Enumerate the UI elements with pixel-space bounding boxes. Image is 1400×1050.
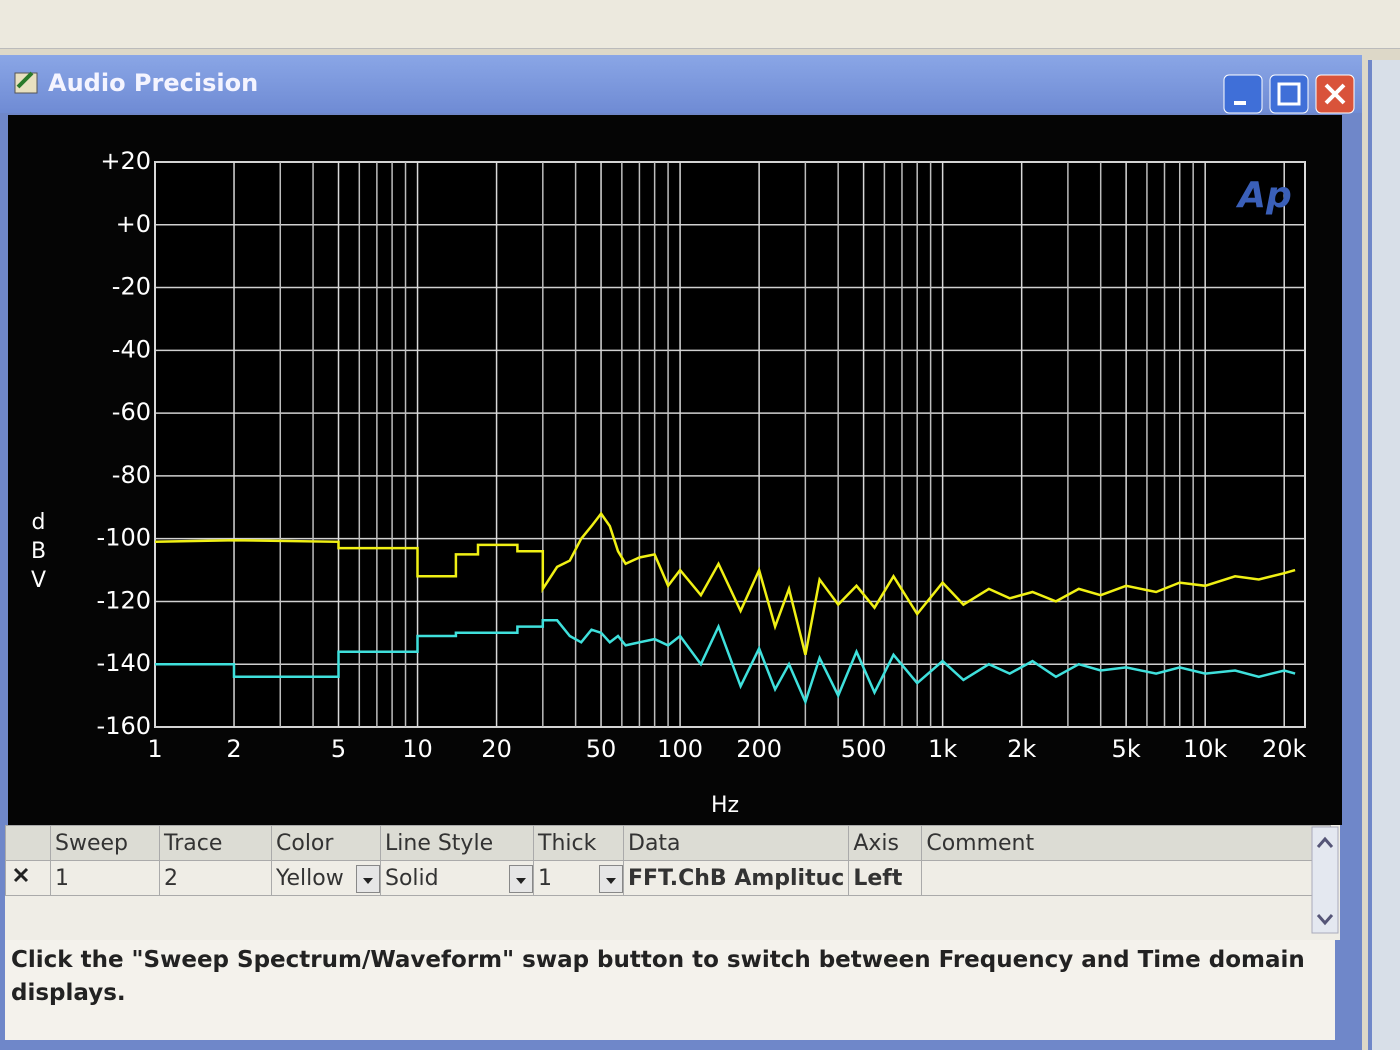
x-tick-label: 5k <box>1112 735 1141 763</box>
table-cell: Left <box>848 860 923 896</box>
table-cell[interactable]: 1 <box>533 860 624 896</box>
x-tick-label: 200 <box>736 735 782 763</box>
logo: Ap <box>1235 175 1292 216</box>
y-tick-label: -140 <box>97 649 151 677</box>
cell-text: Solid <box>385 865 439 891</box>
header-cell: Axis <box>848 825 923 861</box>
graph-panel: dBV +20 +0 -20 -40 -60 -80 -100 -120 -140 -160 1 2 5… <box>8 115 1342 825</box>
x-tick-label: 100 <box>657 735 703 763</box>
table-cell: 2 <box>159 860 272 896</box>
y-tick-label: -120 <box>97 586 151 614</box>
plot-area <box>154 161 1306 728</box>
cell-text: Yellow <box>276 865 344 891</box>
y-tick-label: -40 <box>112 335 151 363</box>
background-window <box>0 0 1400 49</box>
x-tick-label: 5 <box>331 735 346 763</box>
y-tick-label: -80 <box>112 461 151 489</box>
status-text: Click the "Sweep Spectrum/Waveform" swap… <box>5 940 1335 1040</box>
dropdown-button[interactable] <box>599 865 623 893</box>
header-cell: Color <box>271 825 381 861</box>
y-tick-label: -100 <box>97 524 151 552</box>
cell-text: FFT.ChB Amplituc <box>628 865 845 891</box>
header-cell: Trace <box>159 825 272 861</box>
y-tick-label: +20 <box>100 147 151 175</box>
cell-text: Left <box>853 865 903 891</box>
x-tick-label: 10k <box>1183 735 1228 763</box>
y-tick-label: +0 <box>116 210 151 238</box>
checkbox-mark[interactable] <box>10 864 32 886</box>
table-row: 1 2 Yellow Solid 1 FFT.ChB Amplituc Left <box>5 860 1332 896</box>
app-window: Audio Precision dBV +20 +0 -20 -40 -60 -80 -10… <box>0 55 1362 1050</box>
trace-table: Sweep Trace Color Line Style Thick Data Axis Co… <box>5 825 1340 940</box>
header-row: Sweep Trace Color Line Style Thick Data Axis Co… <box>5 825 1332 861</box>
header-cell <box>5 825 51 861</box>
x-axis-label: Hz <box>711 793 739 818</box>
y-tick-label: -60 <box>112 398 151 426</box>
dropdown-button[interactable] <box>509 865 533 893</box>
window-controls[interactable] <box>1222 73 1362 115</box>
trace-line <box>154 511 1296 656</box>
y-tick-label: -20 <box>112 273 151 301</box>
y-tick-label: -160 <box>97 712 151 740</box>
x-tick-label: 2 <box>226 735 241 763</box>
cell-text: 1 <box>55 865 69 891</box>
header-cell: Data <box>622 825 850 861</box>
x-tick-label: 20k <box>1262 735 1307 763</box>
header-cell: Comment <box>921 825 1332 861</box>
trace-grid: Sweep Trace Color Line Style Thick Data Axis Co… <box>5 825 1332 896</box>
x-tick-label: 50 <box>586 735 617 763</box>
table-cell[interactable]: Yellow <box>271 860 381 896</box>
x-tick-label: 1 <box>147 735 162 763</box>
x-tick-label: 1k <box>928 735 957 763</box>
trace-line <box>155 619 1296 706</box>
maximize-button[interactable] <box>1269 74 1309 114</box>
cell-text: 1 <box>538 865 552 891</box>
x-tick-label: 20 <box>481 735 512 763</box>
minimize-button[interactable] <box>1223 74 1263 114</box>
title-bar: Audio Precision <box>0 55 1362 115</box>
table-cell <box>921 860 1332 896</box>
y-axis-label: dBV <box>26 510 51 597</box>
cell-text: 2 <box>164 865 178 891</box>
dropdown-button[interactable] <box>356 865 380 893</box>
table-cell: 1 <box>50 860 160 896</box>
x-tick-label: 500 <box>841 735 887 763</box>
app-icon <box>14 71 38 94</box>
x-tick-label: 10 <box>402 735 433 763</box>
header-cell: Line Style <box>380 825 534 861</box>
row-checkbox[interactable] <box>5 860 51 896</box>
table-cell[interactable]: Solid <box>380 860 534 896</box>
window-title: Audio Precision <box>48 69 259 97</box>
table-cell: FFT.ChB Amplituc <box>622 860 850 896</box>
x-tick-label: 2k <box>1007 735 1036 763</box>
scrollbar[interactable] <box>1310 825 1340 935</box>
side-window <box>1368 60 1400 1050</box>
header-cell: Thick <box>533 825 624 861</box>
header-cell: Sweep <box>50 825 160 861</box>
